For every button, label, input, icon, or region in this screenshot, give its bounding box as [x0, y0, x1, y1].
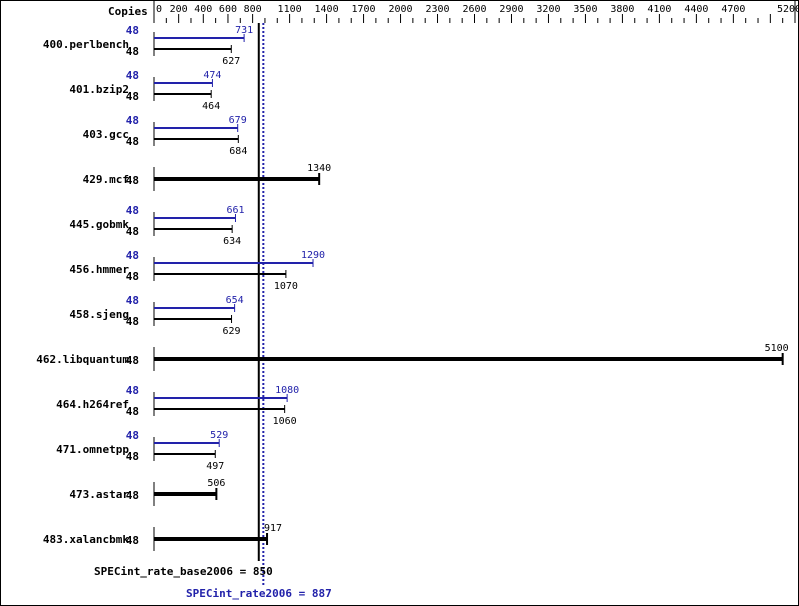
- benchmark-name: 400.perlbench: [43, 38, 129, 51]
- base-value: 497: [206, 461, 224, 472]
- x-tick-label: 3500: [573, 4, 597, 15]
- benchmark-name: 403.gcc: [83, 128, 129, 141]
- benchmark-name: 473.astar: [69, 488, 129, 501]
- x-tick-label: 1700: [352, 4, 376, 15]
- base-value: 464: [202, 101, 220, 112]
- benchmark-name: 401.bzip2: [69, 83, 129, 96]
- peak-value: 474: [203, 70, 221, 81]
- x-tick-label: 2000: [388, 4, 412, 15]
- base-copies: 48: [126, 90, 139, 103]
- x-tick-label: 1400: [315, 4, 339, 15]
- base-value: 634: [223, 236, 241, 247]
- base-copies: 48: [126, 354, 139, 367]
- base-value: 917: [264, 523, 282, 534]
- peak-copies: 48: [126, 114, 139, 127]
- peak-copies: 48: [126, 429, 139, 442]
- base-copies: 48: [126, 174, 139, 187]
- benchmark-name: 445.gobmk: [69, 218, 129, 231]
- base-copies: 48: [126, 45, 139, 58]
- base-value: 1070: [274, 281, 298, 292]
- peak-value: 1080: [275, 385, 299, 396]
- base-value: 1340: [307, 163, 331, 174]
- base-value: 629: [223, 326, 241, 337]
- base-value: 5100: [765, 343, 789, 354]
- peak-value: 1290: [301, 250, 325, 261]
- peak-value: 731: [235, 25, 253, 36]
- base-copies: 48: [126, 405, 139, 418]
- x-tick-label: 3200: [536, 4, 560, 15]
- peak-value: 679: [229, 115, 247, 126]
- peak-value: 654: [226, 295, 244, 306]
- peak-copies: 48: [126, 69, 139, 82]
- x-tick-label: 2300: [425, 4, 449, 15]
- base-value: 684: [229, 146, 247, 157]
- base-copies: 48: [126, 450, 139, 463]
- base-copies: 48: [126, 489, 139, 502]
- peak-copies: 48: [126, 249, 139, 262]
- benchmark-name: 464.h264ref: [56, 398, 129, 411]
- x-tick-label: 3800: [610, 4, 634, 15]
- peak-metric-label: SPECint_rate2006 = 887: [186, 587, 332, 600]
- x-tick-label: 2900: [499, 4, 523, 15]
- benchmark-name: 471.omnetpp: [56, 443, 129, 456]
- base-copies: 48: [126, 315, 139, 328]
- base-copies: 48: [126, 135, 139, 148]
- benchmark-name: 429.mcf: [83, 173, 129, 186]
- benchmark-name: 483.xalancbmk: [43, 533, 129, 546]
- base-copies: 48: [126, 534, 139, 547]
- base-copies: 48: [126, 270, 139, 283]
- x-tick-label: 4100: [647, 4, 671, 15]
- benchmark-name: 456.hmmer: [69, 263, 129, 276]
- x-tick-label: 4400: [684, 4, 708, 15]
- base-copies: 48: [126, 225, 139, 238]
- benchmark-name: 462.libquantum: [36, 353, 129, 366]
- peak-copies: 48: [126, 294, 139, 307]
- base-metric-label: SPECint_rate_base2006 = 850: [94, 565, 273, 578]
- x-tick-label: 0: [156, 4, 162, 15]
- x-tick-label: 800: [244, 4, 262, 15]
- x-tick-label: 400: [194, 4, 212, 15]
- x-tick-label: 1100: [278, 4, 302, 15]
- x-tick-label: 600: [219, 4, 237, 15]
- base-value: 506: [207, 478, 225, 489]
- x-tick-label: 4700: [721, 4, 745, 15]
- peak-value: 661: [226, 205, 244, 216]
- x-tick-label: 200: [170, 4, 188, 15]
- benchmark-name: 458.sjeng: [69, 308, 129, 321]
- base-value: 1060: [273, 416, 297, 427]
- base-value: 627: [222, 56, 240, 67]
- peak-copies: 48: [126, 24, 139, 37]
- peak-value: 529: [210, 430, 228, 441]
- x-axis-label: Copies: [108, 5, 148, 18]
- x-tick-label: 2600: [462, 4, 486, 15]
- x-tick-label: 5200: [777, 4, 798, 15]
- peak-copies: 48: [126, 384, 139, 397]
- peak-copies: 48: [126, 204, 139, 217]
